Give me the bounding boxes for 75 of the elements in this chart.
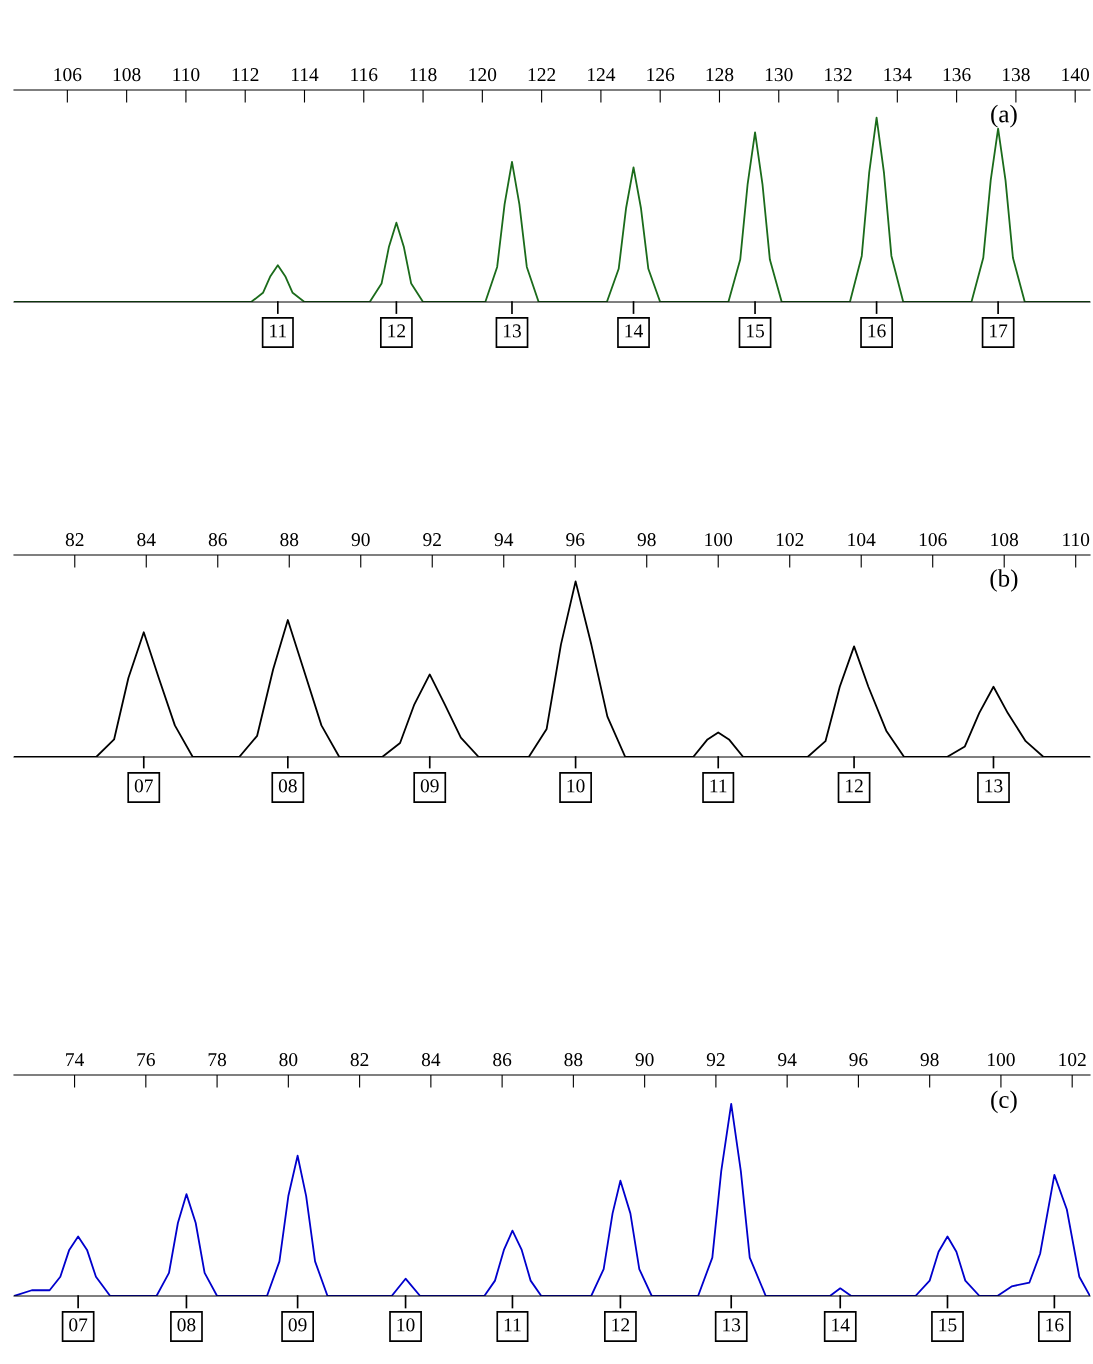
x-tick-label: 100	[705, 533, 733, 547]
x-tick-label: 126	[647, 68, 675, 82]
text: 16	[868, 324, 886, 338]
x-tick-label: 136	[943, 68, 971, 82]
x-tick-label: 88	[280, 533, 299, 547]
text: 11	[270, 324, 286, 338]
x-tick-label: 140	[1062, 68, 1090, 82]
annotation: (b)	[990, 569, 1018, 592]
text: 14	[625, 324, 643, 338]
x-tick-label: 124	[588, 68, 616, 81]
text: 12	[612, 1318, 630, 1332]
annotation: (c)	[991, 1090, 1017, 1114]
text: 12	[388, 324, 406, 338]
x-tick-label: 90	[635, 1053, 654, 1067]
text: 13	[723, 1318, 741, 1332]
x-tick-label: 108	[991, 533, 1019, 547]
x-tick-label: 74	[66, 1053, 84, 1066]
x-tick-label: 108	[113, 68, 141, 82]
x-tick-label: 84	[421, 1053, 441, 1067]
x-tick-label: 100	[988, 1053, 1015, 1067]
x-tick-label: 96	[849, 1053, 868, 1067]
text: 10	[397, 1318, 415, 1332]
x-tick-label: 106	[54, 68, 82, 82]
x-tick-label: 114	[291, 68, 319, 81]
x-tick-label: 78	[208, 1053, 227, 1067]
text: 13	[985, 779, 1003, 793]
x-tick-label: 86	[493, 1053, 512, 1067]
text: 15	[939, 1318, 957, 1332]
text: 16	[1046, 1318, 1064, 1332]
x-tick-label: 118	[410, 68, 437, 82]
text: 11	[710, 779, 727, 793]
x-tick-label: 132	[825, 68, 852, 82]
x-tick-label: 130	[765, 68, 793, 82]
x-tick-label: 102	[1059, 1053, 1086, 1067]
x-tick-label: 112	[232, 68, 259, 81]
text: 07	[134, 779, 153, 793]
x-tick-label: 116	[351, 68, 378, 82]
x-tick-label: 128	[706, 68, 734, 82]
text: 08	[177, 1318, 196, 1332]
text: 17	[990, 324, 1008, 338]
text: 11	[504, 1318, 521, 1332]
x-tick-label: 88	[564, 1053, 583, 1067]
text: 09	[420, 779, 439, 793]
x-tick-label: 86	[208, 533, 227, 547]
x-tick-label: 138	[1003, 68, 1030, 82]
annotation: (a)	[991, 104, 1017, 128]
text: 13	[503, 324, 521, 338]
text: 12	[846, 779, 863, 793]
x-tick-label: 94	[494, 533, 514, 547]
x-tick-label: 96	[566, 533, 585, 547]
x-tick-label: 90	[351, 533, 370, 547]
text: 07	[69, 1318, 88, 1332]
text: 09	[288, 1318, 307, 1332]
x-tick-label: 104	[848, 533, 876, 547]
x-tick-label: 82	[65, 533, 84, 547]
x-tick-label: 94	[778, 1053, 797, 1067]
x-tick-label: 110	[1063, 533, 1090, 547]
x-tick-label: 84	[137, 533, 156, 547]
x-tick-label: 134	[884, 68, 912, 82]
x-tick-label: 92	[706, 1053, 725, 1067]
x-tick-label: 80	[279, 1053, 298, 1067]
x-tick-label: 98	[920, 1053, 939, 1067]
x-tick-label: 76	[137, 1053, 155, 1067]
text: 08	[278, 779, 297, 793]
x-tick-label: 106	[919, 533, 947, 547]
text: 10	[567, 779, 585, 793]
x-tick-label: 122	[528, 68, 556, 81]
x-tick-label: 92	[423, 533, 441, 547]
x-tick-label: 110	[173, 68, 200, 82]
x-tick-label: 98	[637, 533, 656, 547]
x-tick-label: 102	[776, 533, 804, 547]
x-tick-label: 82	[350, 1053, 369, 1067]
text: 15	[747, 324, 765, 338]
text: 14	[832, 1318, 850, 1332]
x-tick-label: 120	[469, 68, 497, 82]
